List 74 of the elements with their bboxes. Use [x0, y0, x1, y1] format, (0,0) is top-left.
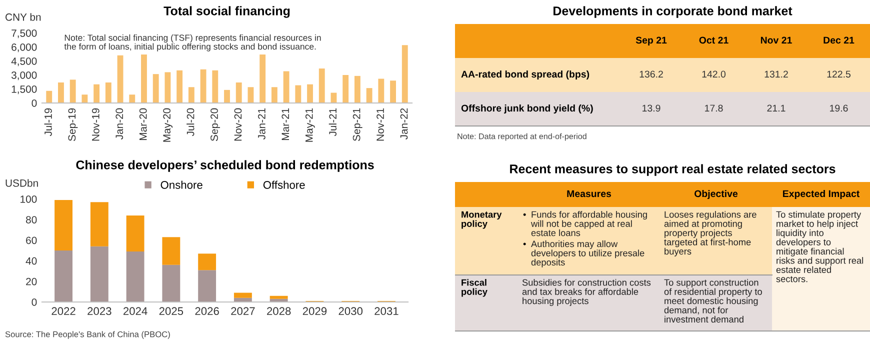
- x-tick-label: Jul-20: [186, 108, 194, 136]
- y-axis-title: USDbn: [6, 179, 38, 187]
- category-label: Dec 21: [824, 36, 854, 44]
- category-label: Monetary policy: [462, 211, 502, 229]
- x-tick-label: Jan-21: [258, 108, 266, 140]
- x-tick-label: Mar-20: [139, 108, 147, 140]
- source-note: Source: The People's Bank of China (PBOC): [5, 331, 170, 339]
- text: 136.2: [640, 70, 663, 78]
- text: 142.0: [702, 70, 726, 78]
- x-tick-label: May-20: [163, 108, 173, 142]
- text: Recent measures to support real estate related sectors: [510, 164, 836, 176]
- text: Looses regulations are aimed at promoting property projects targeted at first-home buyers: [664, 211, 756, 256]
- category-label: Expected Impact: [783, 190, 860, 200]
- x-tick-label: Jul-19: [44, 108, 52, 136]
- category-label: Sep 21: [636, 36, 667, 46]
- y-tick-label: 0: [32, 298, 37, 306]
- category-label: Objective: [694, 190, 738, 200]
- category-label: Oct 21: [699, 36, 728, 44]
- text: 17.8: [705, 104, 723, 112]
- y-axis-title: CNY bn: [6, 13, 41, 21]
- x-tick-label: 2028: [267, 307, 291, 316]
- x-tick-label: Jan-20: [116, 108, 124, 140]
- text: To support construction of residential property to meet domestic housing demand, not for investment demand: [664, 279, 762, 323]
- x-tick-label: 2024: [123, 307, 148, 316]
- x-tick-label: 2030: [338, 307, 363, 316]
- text: Subsidies for construction costs and tax breaks for affordable housing projects: [522, 279, 651, 306]
- x-tick-label: 2029: [302, 307, 327, 316]
- legend-label: Offshore: [263, 180, 305, 189]
- text: Developments in corporate bond market: [554, 6, 792, 18]
- text: 122.5: [827, 70, 851, 78]
- x-tick-label: Jan-22: [400, 108, 408, 140]
- y-tick-label: 3,000: [11, 72, 37, 80]
- text: To stimulate property market to help inject liquidity into developers to mitigate financial risks and support real estate related sectors.: [776, 211, 864, 282]
- x-tick-label: Mar-21: [282, 108, 290, 140]
- legend-label: Onshore: [160, 180, 202, 189]
- category-label: Offshore junk bond yield (%): [461, 104, 593, 114]
- category-label: Fiscal policy: [462, 279, 488, 297]
- x-tick-label: Jul-21: [328, 108, 337, 136]
- y-tick-label: 40: [26, 257, 37, 265]
- x-tick-label: Sep-19: [68, 108, 78, 141]
- x-tick-label: 2025: [159, 307, 184, 316]
- text: 19.6: [830, 104, 848, 112]
- text: • Authorities may allow developers to utilize presale deposits: [523, 240, 644, 268]
- x-tick-label: 2031: [374, 307, 398, 316]
- y-tick-label: 80: [26, 216, 37, 224]
- category-label: AA-rated bond spread (bps): [461, 70, 590, 80]
- x-tick-label: May-21: [305, 108, 315, 142]
- y-tick-label: 100: [20, 196, 37, 203]
- x-tick-label: Nov-20: [234, 108, 242, 141]
- y-tick-label: 7,500: [12, 30, 37, 38]
- x-tick-label: 2022: [52, 307, 76, 316]
- chart-title: Chinese developers’ scheduled bond redemptions: [76, 160, 374, 172]
- y-tick-label: 20: [26, 278, 37, 286]
- x-tick-label: 2027: [231, 307, 255, 316]
- category-label: Nov 21: [760, 36, 792, 44]
- x-tick-label: 2026: [195, 307, 219, 316]
- annotation: Note: Total social financing (TSF) represents financial resources in the form of loans, initial public offering stocks and bond issuance.: [64, 34, 321, 52]
- x-tick-label: Nov-19: [92, 108, 100, 141]
- category-label: Measures: [567, 190, 612, 198]
- y-tick-label: 0: [32, 100, 37, 107]
- text: • Funds for affordable housing will not be capped at real estate loans: [523, 211, 647, 236]
- x-tick-label: Sep-20: [210, 108, 220, 141]
- y-tick-label: 1,500: [12, 86, 37, 94]
- x-tick-label: Sep-21: [352, 108, 362, 141]
- y-tick-label: 4,500: [11, 58, 37, 66]
- text: Note: Data reported at end-of-period: [458, 133, 586, 141]
- y-tick-label: 6,000: [12, 44, 37, 52]
- y-tick-label: 60: [26, 236, 37, 244]
- text: 131.2: [764, 70, 788, 78]
- text: 21.1: [767, 104, 786, 112]
- chart-title: Total social financing: [164, 6, 290, 18]
- text: 13.9: [642, 104, 660, 112]
- x-tick-label: 2023: [88, 307, 112, 316]
- x-tick-label: Nov-21: [376, 108, 384, 141]
